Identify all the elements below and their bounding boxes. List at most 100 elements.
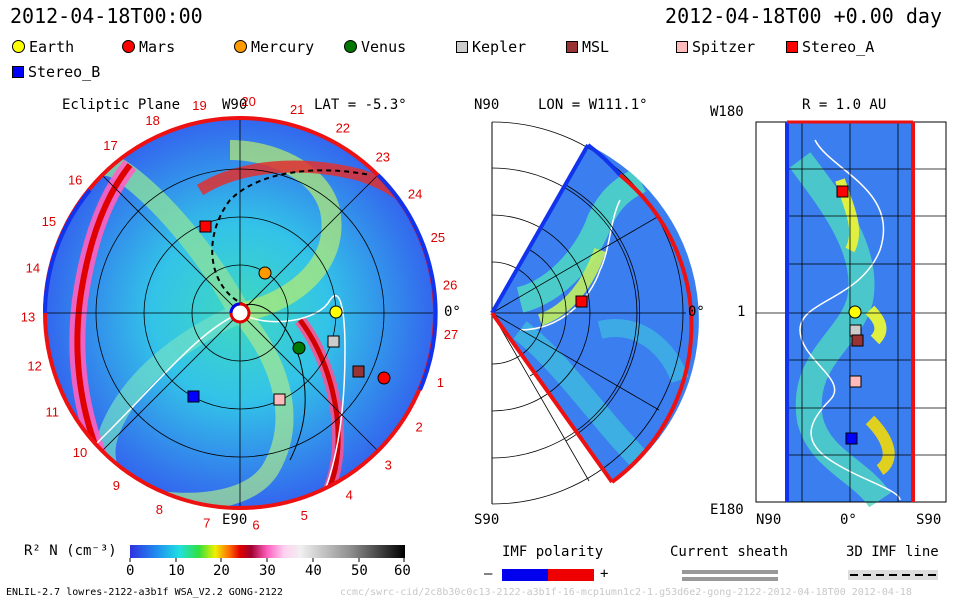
streamer (537, 248, 606, 326)
carrington-number: 4 (346, 488, 353, 503)
legend-kepler: Kepler (456, 38, 526, 56)
carrington-number: 1 (437, 375, 444, 390)
streamer (865, 305, 887, 345)
square-marker-icon (456, 41, 468, 53)
legend-mercury: Mercury (234, 38, 314, 56)
sun-polarity (229, 302, 241, 314)
legend-label: Stereo_B (28, 63, 101, 81)
radial-x-left: N90 (756, 512, 782, 528)
radial-mid-label: 1 (737, 304, 746, 320)
stereo-a-marker (199, 220, 212, 233)
ecliptic-top-label: W90 (222, 97, 248, 113)
wedge-edge (490, 144, 590, 314)
legend-venus: Venus (344, 38, 406, 56)
carrington-number: 7 (203, 515, 210, 530)
wedge-arc-negative (586, 143, 622, 177)
imf-line-label: 3D IMF line (846, 544, 939, 560)
stereo-a-marker (575, 295, 588, 308)
legend-label: Earth (29, 38, 75, 56)
meridional-right-label: 0° (688, 304, 705, 320)
legend-spitzer: Spitzer (676, 38, 755, 56)
carrington-number: 17 (103, 138, 117, 153)
meridional-panel (490, 121, 699, 505)
circle-marker-icon (12, 40, 25, 53)
legend-stereo-b: Stereo_B (12, 63, 100, 81)
current-sheet-line (239, 294, 346, 491)
ecliptic-boundary-negative (376, 173, 438, 391)
legend-label: Stereo_A (802, 38, 875, 56)
circle-marker-icon (234, 40, 247, 53)
carrington-number: 10 (73, 445, 87, 460)
kepler-marker (327, 335, 340, 348)
square-marker-icon (12, 66, 24, 78)
colorbar-tick-label: 60 (394, 563, 411, 579)
carrington-number: 11 (45, 404, 59, 419)
square-marker-icon (676, 41, 688, 53)
legend: Earth Mars Mercury Venus Kepler MSL Spit… (0, 38, 960, 88)
earth-marker (329, 305, 343, 319)
colorbar-tick-label: 10 (168, 563, 185, 579)
streamer (597, 319, 689, 384)
meridional-top-label: N90 (474, 97, 500, 113)
latitude-label: LAT = -5.3° (314, 97, 407, 113)
carrington-number: 13 (21, 310, 35, 325)
imf-plus-label: + (600, 566, 609, 582)
radial-x-right: S90 (916, 512, 942, 528)
square-marker-icon (786, 41, 798, 53)
kepler-marker (849, 324, 862, 337)
imf-polarity-label: IMF polarity (502, 544, 604, 560)
colorbar-tick-label: 0 (126, 563, 135, 579)
longitude-label: LON = W111.1° (538, 97, 648, 113)
spiral-arm (229, 140, 342, 323)
radial-x-mid: 0° (840, 512, 857, 528)
ecliptic-boundary-negative (43, 188, 92, 314)
radius-label: R = 1.0 AU (802, 97, 887, 113)
carrington-number: 18 (145, 113, 159, 128)
carrington-number: 16 (68, 173, 82, 188)
colorbar-label: R² N (cm⁻³) (24, 543, 117, 559)
streamer (516, 168, 647, 313)
model-timestamp: 2012-04-18T00:00 (10, 4, 203, 28)
carrington-number: 26 (443, 278, 457, 293)
colorbar-tick-label: 30 (259, 563, 276, 579)
carrington-number: 22 (336, 121, 350, 136)
square-marker-icon (566, 41, 578, 53)
carrington-number: 20 (241, 94, 255, 109)
stereo-b-marker (187, 390, 200, 403)
circle-marker-icon (122, 40, 135, 53)
carrington-number: 2 (415, 419, 422, 434)
ecliptic-bottom-label: E90 (222, 512, 248, 528)
current-sheet-line (799, 139, 901, 501)
run-id-footer: ccmc/swrc-cid/2c8b30c0c13-2122-a3b1f-16-… (340, 587, 912, 598)
spitzer-marker (273, 393, 286, 406)
legend-label: Mercury (251, 38, 315, 56)
legend-label: MSL (582, 38, 610, 56)
venus-marker (292, 341, 306, 355)
imf-line (211, 169, 371, 306)
stereo-a-marker (836, 185, 849, 198)
carrington-number: 14 (26, 261, 40, 276)
carrington-number: 3 (385, 458, 392, 473)
radial-panel (755, 120, 947, 508)
carrington-number: 27 (444, 327, 458, 342)
current-sheath-swatch (682, 570, 778, 574)
carrington-number: 24 (408, 186, 422, 201)
carrington-number: 25 (431, 230, 445, 245)
imf-positive-swatch (548, 569, 594, 581)
carrington-number: 8 (156, 502, 163, 517)
msl-marker (851, 334, 864, 347)
current-sheath-label: Current sheath (670, 544, 789, 560)
colorbar-tick-label: 40 (305, 563, 322, 579)
carrington-number: 19 (192, 98, 206, 113)
streamer (789, 152, 891, 508)
mercury-marker (258, 266, 272, 280)
stereo-b-marker (845, 432, 858, 445)
earth-marker (848, 305, 862, 319)
ecliptic-plane-panel (43, 116, 438, 510)
imf-minus-label: – (484, 566, 493, 582)
mars-marker (377, 371, 391, 385)
legend-label: Kepler (472, 38, 527, 56)
forecast-timestamp: 2012-04-18T00 +0.00 day (665, 4, 942, 28)
carrington-number: 9 (113, 478, 120, 493)
wedge-arc-positive (610, 173, 694, 484)
